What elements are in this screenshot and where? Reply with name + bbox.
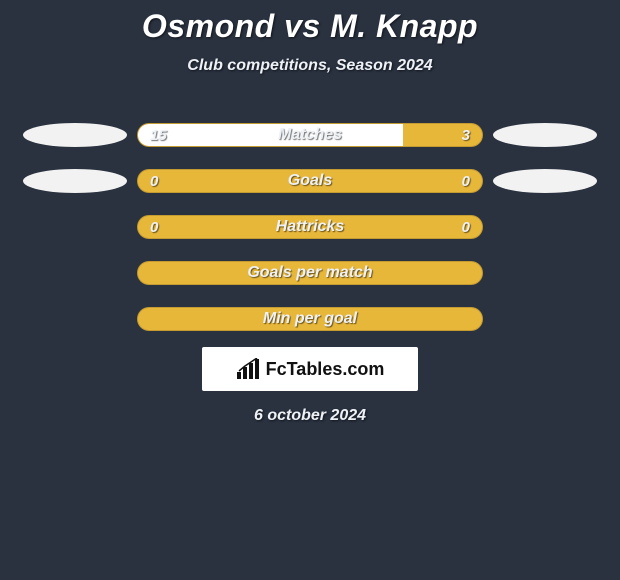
spacer: [23, 307, 127, 331]
player1-badge: [23, 123, 127, 147]
page-title: Osmond vs M. Knapp: [0, 8, 620, 45]
stat-row: 153Matches: [0, 123, 620, 147]
spacer: [493, 307, 597, 331]
date-label: 6 october 2024: [0, 407, 620, 425]
stat-bar: 153Matches: [137, 123, 483, 147]
spacer: [493, 215, 597, 239]
stat-row: 00Goals: [0, 169, 620, 193]
stat-row: Min per goal: [0, 307, 620, 331]
stat-label: Min per goal: [138, 308, 482, 330]
logo-text: FcTables.com: [266, 359, 385, 380]
player2-badge: [493, 123, 597, 147]
stat-bar: Goals per match: [137, 261, 483, 285]
spacer: [23, 215, 127, 239]
stat-label: Matches: [138, 124, 482, 146]
stat-label: Goals per match: [138, 262, 482, 284]
subtitle: Club competitions, Season 2024: [0, 57, 620, 75]
player2-badge: [493, 169, 597, 193]
stat-bar: 00Goals: [137, 169, 483, 193]
comparison-infographic: Osmond vs M. Knapp Club competitions, Se…: [0, 0, 620, 425]
stat-row: Goals per match: [0, 261, 620, 285]
fctables-logo: FcTables.com: [202, 347, 418, 391]
bars-icon: [236, 358, 260, 380]
player1-name: Osmond: [142, 8, 275, 44]
spacer: [23, 261, 127, 285]
stat-bar: 00Hattricks: [137, 215, 483, 239]
player1-badge: [23, 169, 127, 193]
player2-name: M. Knapp: [330, 8, 478, 44]
vs-label: vs: [284, 8, 321, 44]
stat-bar: Min per goal: [137, 307, 483, 331]
spacer: [493, 261, 597, 285]
stat-label: Goals: [138, 170, 482, 192]
stat-row: 00Hattricks: [0, 215, 620, 239]
stat-label: Hattricks: [138, 216, 482, 238]
stat-rows: 153Matches 00Goals 00Hattricks Goals per ma…: [0, 123, 620, 331]
